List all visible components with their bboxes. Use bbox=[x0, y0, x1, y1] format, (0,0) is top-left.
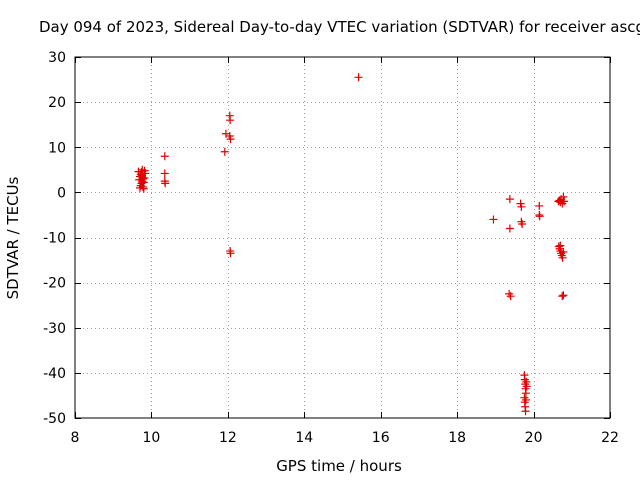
y-tick-label: 20 bbox=[48, 95, 66, 111]
y-tick-label: 30 bbox=[48, 50, 66, 66]
data-point bbox=[137, 171, 146, 180]
data-point bbox=[134, 167, 143, 176]
x-tick-label: 20 bbox=[525, 430, 543, 446]
data-point bbox=[160, 169, 169, 178]
data-point bbox=[354, 73, 363, 82]
data-point bbox=[560, 197, 569, 206]
x-tick-label: 12 bbox=[219, 430, 237, 446]
plot-frame bbox=[74, 56, 611, 419]
data-point bbox=[535, 201, 544, 210]
data-point bbox=[161, 179, 170, 188]
x-axis-label: GPS time / hours bbox=[276, 457, 402, 475]
y-tick-label: 0 bbox=[57, 185, 66, 201]
data-point bbox=[556, 241, 565, 250]
data-point bbox=[139, 184, 148, 193]
data-point bbox=[220, 147, 229, 156]
y-tick-label: -20 bbox=[43, 276, 66, 292]
data-point bbox=[559, 291, 568, 300]
data-point bbox=[140, 166, 149, 175]
data-point bbox=[226, 116, 235, 125]
data-point bbox=[518, 219, 527, 228]
data-point bbox=[558, 292, 567, 301]
x-tick-label: 10 bbox=[143, 430, 161, 446]
data-point bbox=[489, 215, 498, 224]
y-tick-label: -10 bbox=[43, 231, 66, 247]
y-tick-label: -50 bbox=[43, 411, 66, 427]
x-tick-label: 8 bbox=[71, 430, 80, 446]
data-point bbox=[559, 192, 568, 201]
data-point bbox=[139, 182, 148, 191]
data-point bbox=[521, 407, 530, 416]
data-point bbox=[558, 253, 567, 262]
y-tick-label: -30 bbox=[43, 321, 66, 337]
data-point bbox=[521, 389, 530, 398]
x-tick-label: 18 bbox=[448, 430, 466, 446]
data-point bbox=[522, 382, 531, 391]
x-tick-label: 16 bbox=[372, 430, 390, 446]
data-point bbox=[160, 152, 169, 161]
y-tick-label: 10 bbox=[48, 140, 66, 156]
data-point bbox=[506, 292, 515, 301]
x-tick-label: 22 bbox=[601, 430, 619, 446]
y-tick-label: -40 bbox=[43, 366, 66, 382]
axis-ticks: 8 10 12 14 16 18 20 22 -50 -40 -30 -20 -10 0 10 20 30 bbox=[43, 50, 619, 446]
data-point bbox=[505, 195, 514, 204]
data-point bbox=[535, 212, 544, 221]
data-point bbox=[135, 175, 144, 184]
data-point bbox=[226, 135, 235, 144]
data-point bbox=[559, 247, 568, 256]
data-point bbox=[505, 224, 514, 233]
chart-title: Day 094 of 2023, Sidereal Day-to-day VTE… bbox=[39, 18, 640, 36]
data-point bbox=[517, 202, 526, 211]
data-point bbox=[226, 249, 235, 258]
data-point bbox=[521, 395, 530, 404]
data-points bbox=[134, 73, 569, 416]
y-axis-label: SDTVAR / TECUs bbox=[4, 176, 22, 299]
grid-lines bbox=[75, 57, 610, 418]
x-tick-label: 14 bbox=[295, 430, 313, 446]
